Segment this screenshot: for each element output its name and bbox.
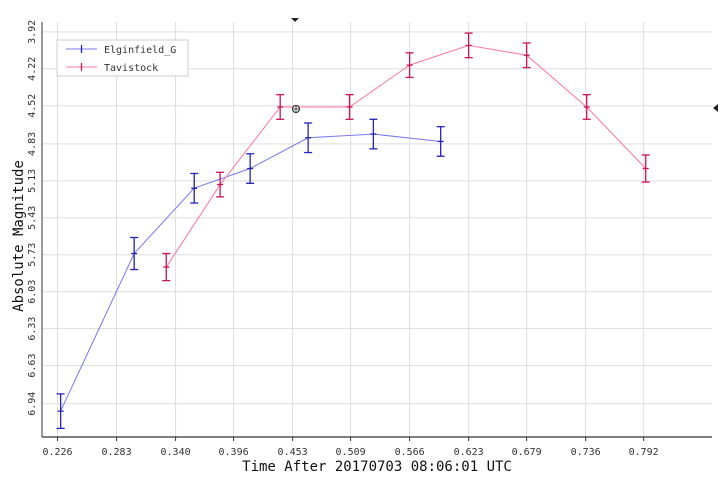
data-point — [276, 94, 285, 120]
data-point — [216, 171, 225, 198]
x-tick-label: 0.736 — [571, 447, 601, 458]
y-tick-label: 3.92 — [27, 20, 38, 44]
data-point — [56, 393, 65, 430]
y-tick-label: 5.73 — [27, 243, 38, 267]
y-tick-label: 4.83 — [27, 132, 38, 156]
data-point — [522, 42, 531, 69]
crosshair-marker-icon — [292, 105, 300, 113]
data-point — [582, 94, 591, 120]
x-tick-label: 0.396 — [219, 447, 249, 458]
data-point — [345, 94, 354, 120]
grid — [42, 22, 712, 437]
x-tick-label: 0.226 — [42, 447, 72, 458]
data-point — [641, 154, 650, 183]
y-tick-labels: 3.92 4.22 4.52 4.83 5.13 5.43 5.73 6.03 6.33 6.63… — [27, 20, 38, 416]
y-axis-title: Absolute Magnitude — [11, 160, 27, 312]
y-tick-label: 6.94 — [27, 392, 38, 416]
x-tick-label: 0.679 — [512, 447, 542, 458]
data-point — [436, 126, 445, 157]
data-point — [190, 172, 199, 204]
x-axis-title: Time After 20170703 08:06:01 UTC — [242, 459, 512, 475]
data-point — [130, 236, 139, 271]
x-tick-label: 0.623 — [454, 447, 484, 458]
legend-box — [56, 39, 189, 77]
x-tick-label: 0.340 — [161, 447, 191, 458]
y-tick-label: 5.43 — [27, 206, 38, 230]
legend-label-1: Tavistock — [104, 63, 158, 74]
y-tick-label: 5.13 — [27, 169, 38, 193]
data-point — [369, 118, 378, 150]
data-point — [405, 52, 414, 79]
x-tick-label: 0.566 — [395, 447, 425, 458]
data-point — [162, 252, 171, 282]
series-layer — [56, 32, 650, 430]
y-tick-label: 4.22 — [27, 57, 38, 81]
series-1 — [162, 32, 650, 282]
x-tick-label: 0.453 — [278, 447, 308, 458]
data-point — [304, 122, 313, 154]
y-tick-label: 6.33 — [27, 317, 38, 341]
legend: Elginfield_G Tavistock — [56, 39, 189, 77]
legend-label-0: Elginfield_G — [104, 45, 176, 56]
axes — [41, 22, 712, 441]
y-tick-label: 4.52 — [27, 94, 38, 118]
x-tick-labels: 0.226 0.283 0.340 0.396 0.453 0.509 0.566 0.623… — [42, 447, 658, 458]
x-tick-label: 0.283 — [102, 447, 132, 458]
zoom-top-arrow-icon[interactable] — [291, 18, 299, 22]
series-0 — [56, 118, 445, 430]
x-tick-label: 0.509 — [336, 447, 366, 458]
y-tick-label: 6.63 — [27, 354, 38, 378]
y-tick-label: 6.03 — [27, 280, 38, 304]
data-point — [246, 153, 255, 184]
x-tick-label: 0.792 — [629, 447, 659, 458]
zoom-right-arrow-icon[interactable] — [713, 104, 718, 112]
data-point — [464, 32, 473, 59]
